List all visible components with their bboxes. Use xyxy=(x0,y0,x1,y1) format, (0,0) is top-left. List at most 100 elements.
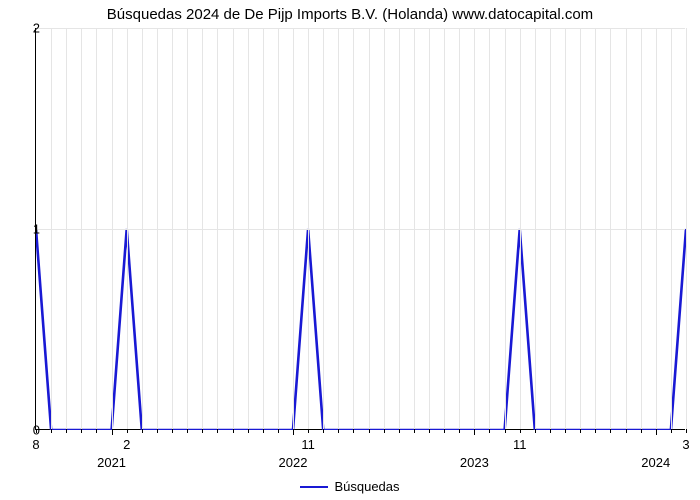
grid-line-v xyxy=(248,28,249,429)
x-minor-tick xyxy=(308,429,309,433)
x-value-label: 11 xyxy=(513,437,527,452)
x-value-label: 3 xyxy=(682,437,689,452)
x-year-label: 2022 xyxy=(279,455,308,470)
grid-line-v xyxy=(308,28,309,429)
grid-line-v xyxy=(656,28,657,429)
x-minor-tick xyxy=(565,429,566,433)
grid-line-v xyxy=(489,28,490,429)
grid-line-v xyxy=(505,28,506,429)
legend: Búsquedas xyxy=(0,478,700,494)
grid-line-v xyxy=(233,28,234,429)
x-minor-tick xyxy=(217,429,218,433)
y-tick-label: 1 xyxy=(10,222,40,237)
legend-swatch xyxy=(300,486,328,488)
x-minor-tick xyxy=(263,429,264,433)
grid-line-v xyxy=(595,28,596,429)
grid-line-v xyxy=(474,28,475,429)
x-year-label: 2023 xyxy=(460,455,489,470)
x-minor-tick xyxy=(353,429,354,433)
x-minor-tick xyxy=(172,429,173,433)
x-minor-tick xyxy=(459,429,460,433)
grid-line-v xyxy=(263,28,264,429)
y-tick-label: 2 xyxy=(10,21,40,36)
x-minor-tick xyxy=(127,429,128,433)
x-minor-tick xyxy=(641,429,642,433)
x-minor-tick xyxy=(686,429,687,433)
chart-area: 82111132021202220232024 xyxy=(35,28,685,430)
x-minor-tick xyxy=(626,429,627,433)
x-minor-tick xyxy=(81,429,82,433)
x-major-tick xyxy=(293,429,294,435)
grid-line-v xyxy=(520,28,521,429)
grid-line-v xyxy=(217,28,218,429)
grid-line-v xyxy=(535,28,536,429)
grid-line-v xyxy=(610,28,611,429)
grid-line-v xyxy=(626,28,627,429)
x-minor-tick xyxy=(157,429,158,433)
grid-line-v xyxy=(127,28,128,429)
x-minor-tick xyxy=(580,429,581,433)
x-minor-tick xyxy=(595,429,596,433)
grid-line-v xyxy=(66,28,67,429)
grid-line-v xyxy=(580,28,581,429)
plot-area: 82111132021202220232024 xyxy=(35,28,685,430)
x-minor-tick xyxy=(535,429,536,433)
x-minor-tick xyxy=(505,429,506,433)
grid-line-v xyxy=(51,28,52,429)
legend-label: Búsquedas xyxy=(334,479,399,494)
grid-line-v xyxy=(429,28,430,429)
x-year-label: 2024 xyxy=(641,455,670,470)
grid-line-v xyxy=(323,28,324,429)
x-minor-tick xyxy=(610,429,611,433)
x-minor-tick xyxy=(338,429,339,433)
grid-line-v xyxy=(157,28,158,429)
x-minor-tick xyxy=(399,429,400,433)
x-minor-tick xyxy=(444,429,445,433)
grid-line-v xyxy=(671,28,672,429)
x-value-label: 11 xyxy=(301,437,315,452)
x-minor-tick xyxy=(414,429,415,433)
grid-line-v xyxy=(641,28,642,429)
x-minor-tick xyxy=(429,429,430,433)
x-value-label: 2 xyxy=(123,437,130,452)
grid-line-v xyxy=(686,28,687,429)
grid-line-v xyxy=(187,28,188,429)
grid-line-v xyxy=(96,28,97,429)
grid-line-h xyxy=(36,28,685,29)
x-minor-tick xyxy=(66,429,67,433)
grid-line-v xyxy=(202,28,203,429)
x-minor-tick xyxy=(384,429,385,433)
x-minor-tick xyxy=(489,429,490,433)
y-tick-label: 0 xyxy=(10,423,40,438)
x-minor-tick xyxy=(233,429,234,433)
x-minor-tick xyxy=(671,429,672,433)
grid-line-v xyxy=(565,28,566,429)
x-minor-tick xyxy=(278,429,279,433)
x-major-tick xyxy=(474,429,475,435)
grid-line-v xyxy=(81,28,82,429)
x-minor-tick xyxy=(323,429,324,433)
x-major-tick xyxy=(112,429,113,435)
grid-line-v xyxy=(384,28,385,429)
x-minor-tick xyxy=(142,429,143,433)
grid-line-h xyxy=(36,229,685,230)
x-major-tick xyxy=(656,429,657,435)
grid-line-v xyxy=(142,28,143,429)
x-minor-tick xyxy=(369,429,370,433)
chart-title: Búsquedas 2024 de De Pijp Imports B.V. (… xyxy=(0,6,700,23)
x-minor-tick xyxy=(187,429,188,433)
grid-line-v xyxy=(369,28,370,429)
grid-line-v xyxy=(399,28,400,429)
grid-line-v xyxy=(112,28,113,429)
grid-line-v xyxy=(444,28,445,429)
x-minor-tick xyxy=(96,429,97,433)
series-line xyxy=(36,229,686,430)
grid-line-v xyxy=(278,28,279,429)
x-minor-tick xyxy=(51,429,52,433)
grid-line-v xyxy=(550,28,551,429)
x-value-label: 8 xyxy=(32,437,39,452)
x-minor-tick xyxy=(248,429,249,433)
x-year-label: 2021 xyxy=(97,455,126,470)
x-minor-tick xyxy=(550,429,551,433)
x-minor-tick xyxy=(202,429,203,433)
